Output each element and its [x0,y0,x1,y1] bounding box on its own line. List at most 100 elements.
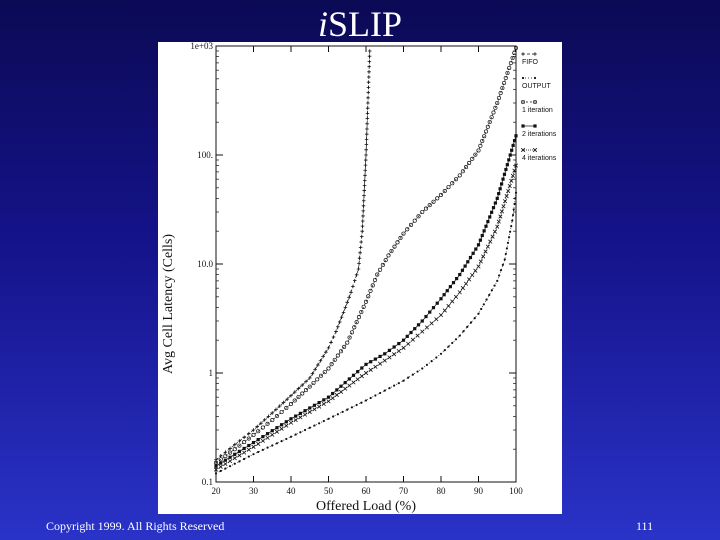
data-point [341,310,346,315]
data-point [514,191,518,194]
data-point [213,467,219,472]
data-point [502,172,507,176]
data-point [308,426,311,429]
data-point [315,377,320,382]
x-tick-label: 70 [399,486,409,496]
data-point [227,458,233,464]
data-point [498,274,501,277]
data-point [513,202,516,206]
data-point [279,409,284,415]
data-point [490,234,495,239]
data-point [507,65,512,71]
data-point [294,414,298,418]
data-point [259,421,263,425]
data-point [363,163,368,167]
data-point [360,366,364,370]
data-point [499,269,503,272]
data-point [266,446,269,449]
data-point [450,181,455,186]
data-point [228,446,232,451]
data-point [364,153,368,157]
data-point [462,330,465,333]
data-point [473,152,478,157]
data-point [395,240,400,245]
data-point [463,281,469,286]
legend-entry: 2 iterations [521,124,557,138]
data-point [351,380,356,385]
data-point [355,403,358,407]
data-point [489,115,494,120]
data-point [343,386,348,391]
x-tick-label: 80 [437,486,447,496]
data-point [447,345,450,348]
y-tick-label: 1e+03 [190,42,213,51]
data-point [378,354,382,359]
legend-entry: 4 iterations [520,147,557,162]
data-point [275,426,279,430]
data-point [468,255,473,260]
data-point [372,277,378,283]
data-point [341,410,344,414]
y-tick-label: 0.1 [202,477,213,487]
data-point [387,355,392,360]
data-point [246,447,251,452]
legend-label: 1 iteration [522,107,553,114]
data-point [365,106,370,110]
data-point [361,209,366,213]
data-point [237,439,242,443]
data-point [365,127,369,131]
data-point [532,99,538,105]
data-point [507,236,511,239]
data-point [364,147,368,152]
data-point [336,413,339,416]
data-point [383,258,388,263]
data-point [510,55,515,61]
data-point [275,442,279,445]
data-point [332,415,335,418]
data-point [322,370,327,375]
data-point [251,440,256,445]
data-point [318,422,321,425]
data-point [431,306,436,310]
data-point [388,387,391,390]
data-point [377,361,383,366]
data-point [469,321,473,324]
data-point [346,408,349,411]
data-point [420,319,424,323]
data-point [324,350,328,354]
data-point [360,219,365,223]
legend-entry: FIFO [521,52,538,66]
data-point [505,247,508,250]
data-point [431,199,436,204]
data-point [218,457,223,462]
data-point [218,454,223,458]
data-point [308,406,312,410]
data-point [435,301,439,305]
data-point [322,398,326,402]
data-point [409,330,413,335]
data-point [242,440,247,445]
data-point [303,409,307,413]
data-point [396,348,401,354]
data-point [363,299,369,304]
data-point [401,338,406,342]
data-point [335,353,340,358]
y-tick-label: 10.0 [197,259,213,269]
data-point [470,272,475,278]
data-point [392,244,397,249]
data-point [498,90,503,96]
data-point [356,267,361,271]
data-point [214,464,218,468]
data-point [476,243,481,247]
data-point [454,338,458,341]
y-axis-label: Avg Cell Latency (Cells) [161,234,176,374]
data-point [366,101,370,105]
data-point [498,214,503,219]
data-point [521,76,525,80]
data-point [380,262,385,268]
y-tick-label: 1 [209,368,214,378]
data-point [345,300,350,305]
data-point [416,323,421,327]
data-point [373,364,378,369]
data-point [293,417,298,423]
